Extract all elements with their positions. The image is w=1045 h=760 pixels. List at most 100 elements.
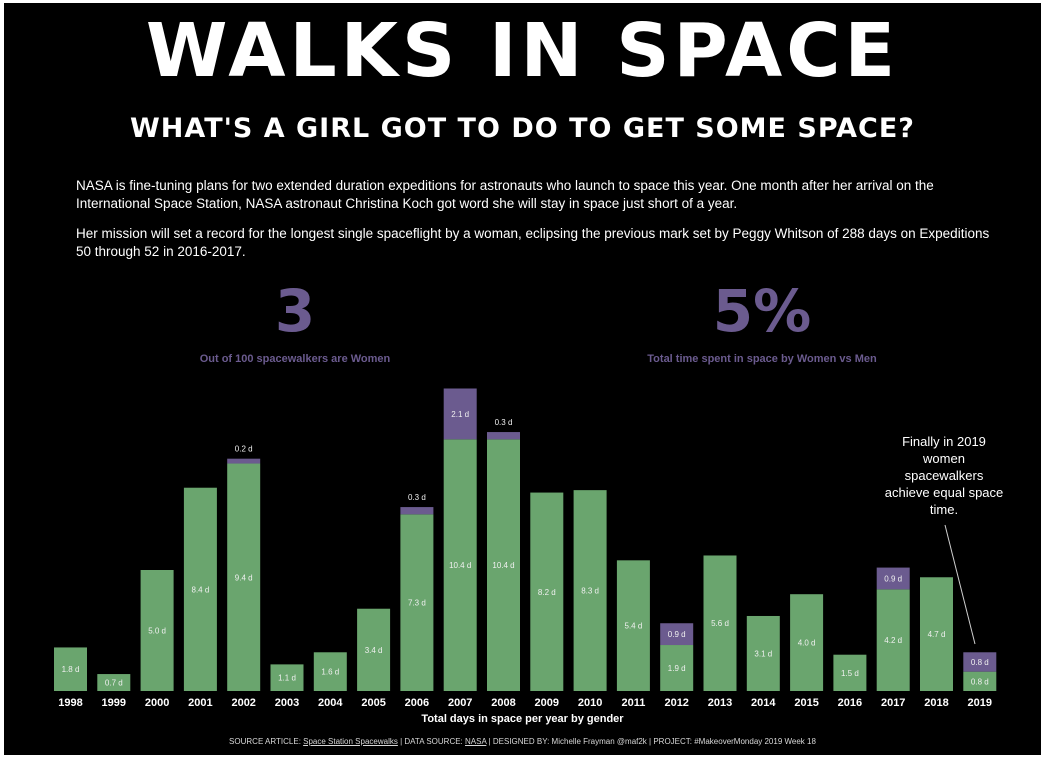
bar-men-2002	[227, 463, 261, 691]
x-tick-label-2015: 2015	[794, 697, 818, 709]
bar-label-men-2005: 3.4 d	[365, 646, 383, 655]
x-tick-label-2004: 2004	[318, 697, 343, 709]
annotation-pointer-line	[944, 524, 976, 645]
bar-men-2004	[313, 652, 347, 691]
page-subtitle: WHAT'S A GIRL GOT TO DO TO GET SOME SPAC…	[130, 113, 915, 144]
bar-label-men-1998: 1.8 d	[62, 665, 80, 674]
bar-men-2008	[487, 439, 520, 691]
bar-label-men-2016: 1.5 d	[841, 669, 859, 678]
bar-label-women-2008: 0.3 d	[495, 418, 513, 427]
bar-men-2003	[270, 664, 304, 691]
x-tick-label-2007: 2007	[448, 697, 472, 709]
footer-source-link[interactable]: Space Station Spacewalks	[303, 737, 398, 746]
x-tick-label-2019: 2019	[968, 697, 992, 709]
bar-label-men-2017: 4.2 d	[884, 636, 902, 645]
bar-label-men-2014: 3.1 d	[754, 649, 772, 658]
bar-label-men-2019: 0.8 d	[971, 677, 989, 686]
footer-credits-rest: | DESIGNED BY: Michelle Frayman @maf2k |…	[486, 737, 816, 746]
bar-label-men-2013: 5.6 d	[711, 619, 729, 628]
bar-label-men-2015: 4.0 d	[798, 639, 816, 648]
bar-men-2019	[963, 671, 997, 691]
bar-label-men-2004: 1.6 d	[321, 668, 339, 677]
bar-men-2013	[703, 555, 737, 691]
bar-women-2008	[487, 432, 520, 440]
intro-paragraph-2: Her mission will set a record for the lo…	[76, 226, 990, 259]
bar-men-1998	[54, 647, 87, 691]
x-tick-label-1999: 1999	[102, 697, 126, 709]
bar-women-2007	[443, 388, 477, 440]
x-tick-label-2014: 2014	[751, 697, 776, 709]
page-title: WALKS IN SPACE	[145, 8, 900, 94]
bar-label-men-2010: 8.3 d	[581, 587, 599, 596]
x-tick-label-2009: 2009	[535, 697, 559, 709]
bar-men-2006	[400, 514, 434, 691]
x-tick-label-2011: 2011	[621, 697, 645, 709]
footer-source-prefix: SOURCE ARTICLE:	[229, 737, 304, 746]
bar-label-men-2002: 9.4 d	[235, 573, 253, 582]
bar-label-men-2011: 5.4 d	[625, 622, 643, 631]
intro-paragraph-1: NASA is fine-tuning plans for two extend…	[76, 178, 934, 211]
x-axis-label: Total days in space per year by gender	[421, 713, 624, 725]
bar-women-2002	[227, 458, 261, 464]
x-tick-label-2002: 2002	[231, 697, 255, 709]
x-tick-label-2012: 2012	[664, 697, 688, 709]
bar-men-2007	[443, 439, 477, 691]
bar-label-men-2012: 1.9 d	[668, 664, 686, 673]
x-tick-label-2008: 2008	[491, 697, 515, 709]
bar-label-men-1999: 0.7 d	[105, 679, 123, 688]
kpi-women-spacewalkers-value: 3	[274, 277, 316, 345]
x-tick-label-2006: 2006	[405, 697, 429, 709]
bar-women-2017	[876, 567, 910, 590]
bar-men-2016	[833, 654, 867, 691]
bar-men-2000	[140, 570, 174, 691]
bar-men-2011	[616, 560, 650, 691]
bar-label-men-2006: 7.3 d	[408, 599, 426, 608]
bar-label-women-2012: 0.9 d	[668, 630, 686, 639]
kpi-women-spacewalkers-label: Out of 100 spacewalkers are Women	[199, 353, 391, 365]
infographic-frame: WALKS IN SPACE WHAT'S A GIRL GOT TO DO T…	[4, 3, 1041, 755]
x-tick-label-2003: 2003	[275, 697, 299, 709]
bar-women-2006	[400, 507, 434, 515]
footer-credits: SOURCE ARTICLE: Space Station Spacewalks…	[4, 737, 1041, 746]
annotation-text: Finally in 2019 women spacewalkers achie…	[884, 434, 1004, 517]
bar-men-2010	[573, 490, 607, 691]
kpi-time-share-label: Total time spent in space by Women vs Me…	[647, 353, 877, 365]
bar-women-2019	[963, 652, 997, 672]
bar-label-women-2017: 0.9 d	[884, 574, 902, 583]
bar-label-women-2006: 0.3 d	[408, 493, 426, 502]
bar-label-men-2009: 8.2 d	[538, 588, 556, 597]
x-tick-label-1998: 1998	[58, 697, 82, 709]
footer-data-link[interactable]: NASA	[465, 737, 487, 746]
x-tick-label-2005: 2005	[361, 697, 385, 709]
bar-label-men-2000: 5.0 d	[148, 627, 166, 636]
bar-group: 1.8 d 1998 0.7 d 1999 5.0 d 2000 8.4 d 2001 9.4 …	[54, 388, 997, 709]
x-tick-label-2000: 2000	[145, 697, 169, 709]
x-tick-label-2013: 2013	[708, 697, 732, 709]
bar-label-men-2018: 4.7 d	[928, 630, 946, 639]
bar-label-men-2003: 1.1 d	[278, 674, 296, 683]
bar-label-women-2019: 0.8 d	[971, 658, 989, 667]
x-tick-label-2016: 2016	[838, 697, 862, 709]
x-tick-label-2010: 2010	[578, 697, 602, 709]
bar-men-1999	[97, 674, 131, 691]
x-tick-label-2017: 2017	[881, 697, 905, 709]
bar-men-2009	[530, 492, 564, 691]
bar-women-2012	[660, 623, 694, 646]
bar-label-women-2002: 0.2 d	[235, 445, 253, 454]
bar-label-women-2007: 2.1 d	[451, 410, 469, 419]
bar-men-2015	[790, 594, 824, 691]
bar-label-men-2001: 8.4 d	[192, 585, 210, 594]
footer-data-prefix: | DATA SOURCE:	[397, 737, 465, 746]
bar-men-2017	[876, 589, 910, 691]
bar-men-2018	[920, 577, 953, 691]
x-tick-label-2018: 2018	[924, 697, 948, 709]
bar-men-2014	[746, 615, 780, 691]
bar-men-2012	[660, 645, 694, 691]
bar-chart: 1.8 d 1998 0.7 d 1999 5.0 d 2000 8.4 d 2001 9.4 …	[54, 388, 997, 709]
bar-men-2005	[357, 608, 391, 691]
x-tick-label-2001: 2001	[188, 697, 212, 709]
kpi-time-share-value: 5%	[712, 277, 812, 345]
bar-label-men-2007: 10.4 d	[449, 561, 471, 570]
bar-men-2001	[183, 487, 217, 691]
bar-label-men-2008: 10.4 d	[492, 561, 514, 570]
